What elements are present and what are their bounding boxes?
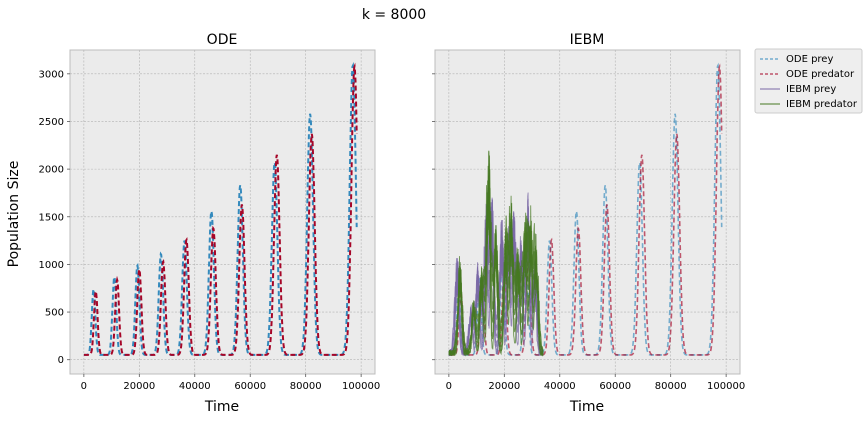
- legend-label-iebm-predator: IEBM predator: [786, 99, 858, 110]
- x-tick-label: 60000: [234, 381, 266, 392]
- y-tick-label: 3000: [39, 69, 64, 80]
- series-line-ode-predator: [83, 62, 358, 356]
- x-tick-label: 60000: [599, 381, 631, 392]
- y-axis-label: Population Size: [6, 161, 22, 268]
- x-tick-label: 40000: [179, 381, 211, 392]
- series-line-iebm-predator: [448, 175, 544, 356]
- ode-panel: 0 20000 40000 60000 80000 100000 0 500 1000 1500…: [39, 32, 381, 415]
- x-tick-label: 20000: [488, 381, 520, 392]
- iebm-title: IEBM: [570, 32, 605, 48]
- x-tick-label: 20000: [123, 381, 155, 392]
- x-tick-label: 40000: [544, 381, 576, 392]
- x-tick-label: 80000: [655, 381, 687, 392]
- iebm-lines: [448, 62, 723, 357]
- ode-x-axis-label: Time: [204, 399, 239, 415]
- ode-title: ODE: [207, 32, 238, 48]
- iebm-x-ticks: 0 20000 40000 60000 80000 100000: [446, 374, 745, 392]
- x-tick-label: 100000: [342, 381, 380, 392]
- iebm-panel: 0 20000 40000 60000 80000 100000 IEBM Time: [432, 32, 745, 415]
- series-line-ode-prey: [83, 61, 358, 356]
- ode-plot-area: [69, 49, 376, 375]
- ode-gridlines: [70, 50, 375, 374]
- series-line-ode-prey: [448, 62, 723, 356]
- y-tick-label: 0: [58, 355, 64, 366]
- ode-x-ticks: 0 20000 40000 60000 80000 100000: [81, 374, 380, 392]
- ode-y-ticks: 0 500 1000 1500 2000 2500 3000: [39, 69, 70, 366]
- legend: ODE prey ODE predator IEBM prey IEBM pre…: [754, 48, 863, 114]
- x-tick-label: 100000: [707, 381, 745, 392]
- y-tick-label: 1000: [39, 260, 64, 271]
- legend-label-ode-prey: ODE prey: [786, 54, 833, 65]
- series-line-ode-predator: [448, 63, 723, 356]
- series-line-iebm-predator: [448, 163, 544, 355]
- x-tick-label: 80000: [290, 381, 322, 392]
- iebm-x-axis-label: Time: [569, 399, 604, 415]
- x-tick-label: 0: [446, 381, 452, 392]
- ode-lines: [83, 61, 358, 356]
- y-tick-label: 1500: [39, 212, 64, 223]
- legend-box: [754, 48, 863, 114]
- y-tick-label: 500: [45, 308, 64, 319]
- y-tick-label: 2500: [39, 117, 64, 128]
- x-tick-label: 0: [81, 381, 87, 392]
- legend-label-iebm-prey: IEBM prey: [786, 84, 836, 95]
- legend-label-ode-predator: ODE predator: [786, 69, 855, 80]
- iebm-y-ticks: [432, 73, 435, 361]
- y-tick-label: 2000: [39, 165, 64, 176]
- figure-suptitle: k = 8000: [362, 7, 426, 23]
